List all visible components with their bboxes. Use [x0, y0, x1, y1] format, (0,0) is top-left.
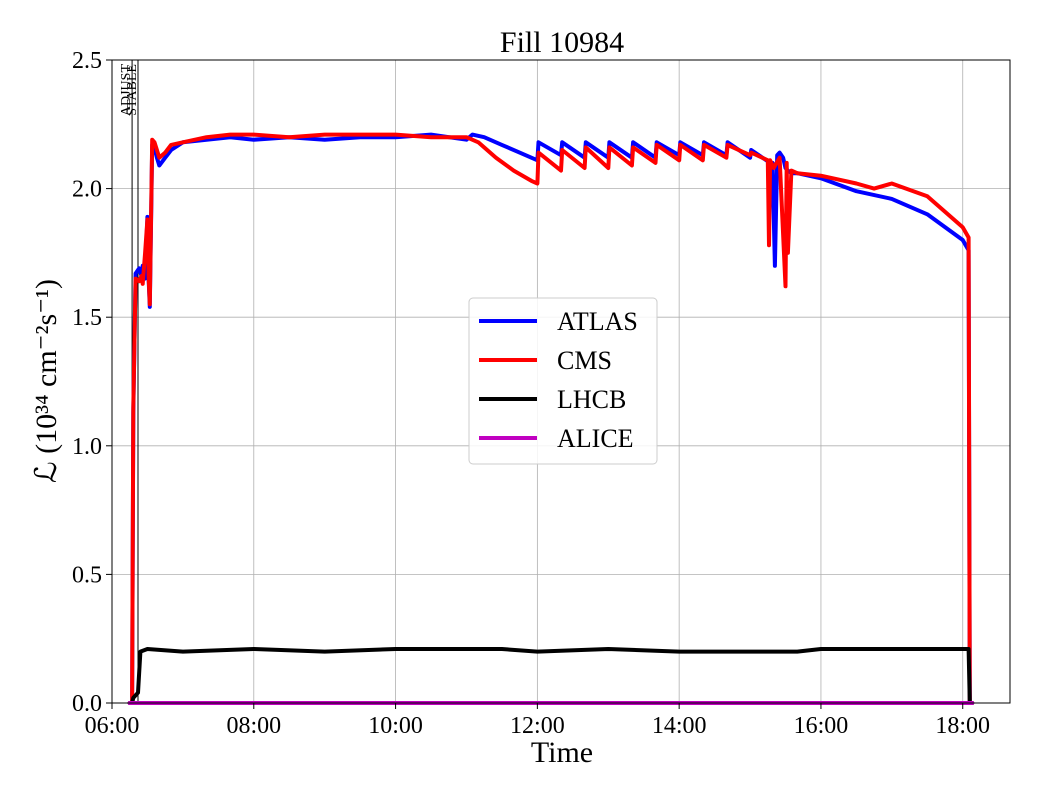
- x-tick-label: 16:00: [794, 713, 849, 739]
- y-tick-label: 2.5: [72, 48, 102, 74]
- x-tick-label: 08:00: [226, 713, 281, 739]
- series-line-lhcb: [127, 647, 975, 705]
- y-tick-label: 1.0: [72, 434, 102, 460]
- x-tick-label: 14:00: [652, 713, 707, 739]
- chart-title: Fill 10984: [500, 26, 624, 59]
- legend-label: CMS: [557, 346, 612, 375]
- x-tick-label: 10:00: [368, 713, 423, 739]
- y-tick-label: 1.5: [72, 305, 102, 331]
- y-tick-label: 2.0: [72, 177, 102, 203]
- y-tick-label: 0.0: [72, 691, 102, 717]
- legend-label: LHCB: [557, 385, 626, 414]
- legend-label: ATLAS: [557, 307, 638, 336]
- phase-marker-label: STABLE: [125, 64, 140, 116]
- y-tick-label: 0.5: [72, 562, 102, 588]
- legend-box: [468, 297, 658, 465]
- x-tick-label: 18:00: [935, 713, 990, 739]
- x-axis-label: Time: [531, 736, 593, 769]
- phase-marker-label: ADJUST: [119, 64, 134, 117]
- plot-frame: [111, 59, 1011, 704]
- legend: ATLAS CMS LHCB ALICE: [468, 297, 658, 465]
- x-tick-label: 06:00: [85, 713, 140, 739]
- legend-label: ALICE: [557, 424, 634, 453]
- x-tick-label: 12:00: [510, 713, 565, 739]
- y-axis-label: ℒ (10³⁴ cm⁻²s⁻¹): [30, 279, 63, 483]
- axis-ticks: 06:00 08:00 10:00 12:00 14:00 16:00 18:00 0.0 0.…: [72, 48, 990, 739]
- series-line-cms: [127, 132, 975, 705]
